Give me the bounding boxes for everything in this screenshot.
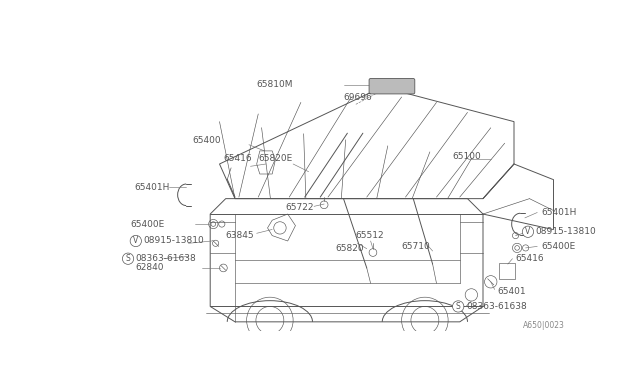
Text: 65400E: 65400E	[541, 242, 575, 251]
Text: 65512: 65512	[355, 231, 384, 240]
Text: 69696: 69696	[344, 93, 372, 102]
Text: 65820E: 65820E	[259, 154, 292, 163]
Text: 65401H: 65401H	[134, 183, 170, 192]
Text: 08915-13810: 08915-13810	[143, 237, 204, 246]
Text: V: V	[525, 227, 531, 236]
Text: 65400: 65400	[193, 137, 221, 145]
Text: 08363-61638: 08363-61638	[466, 302, 527, 311]
Text: 65100: 65100	[452, 152, 481, 161]
Text: 65810M: 65810M	[257, 80, 293, 89]
Text: 65710: 65710	[402, 242, 430, 251]
Text: 65416: 65416	[223, 154, 252, 163]
Text: S: S	[456, 302, 461, 311]
Text: 65401H: 65401H	[541, 208, 577, 217]
Text: 65722: 65722	[285, 203, 314, 212]
Text: 63845: 63845	[226, 231, 254, 240]
Text: 62840: 62840	[135, 263, 164, 272]
Text: 65401: 65401	[497, 286, 525, 295]
Text: 65820: 65820	[336, 244, 364, 253]
Text: A650|0023: A650|0023	[522, 321, 564, 330]
Text: 08915-13810: 08915-13810	[536, 227, 596, 236]
Text: S: S	[125, 254, 131, 263]
Text: 65416: 65416	[516, 254, 544, 263]
Text: V: V	[133, 237, 138, 246]
Text: 08363-61638: 08363-61638	[136, 254, 196, 263]
FancyBboxPatch shape	[369, 78, 415, 94]
Text: 65400E: 65400E	[131, 219, 164, 228]
